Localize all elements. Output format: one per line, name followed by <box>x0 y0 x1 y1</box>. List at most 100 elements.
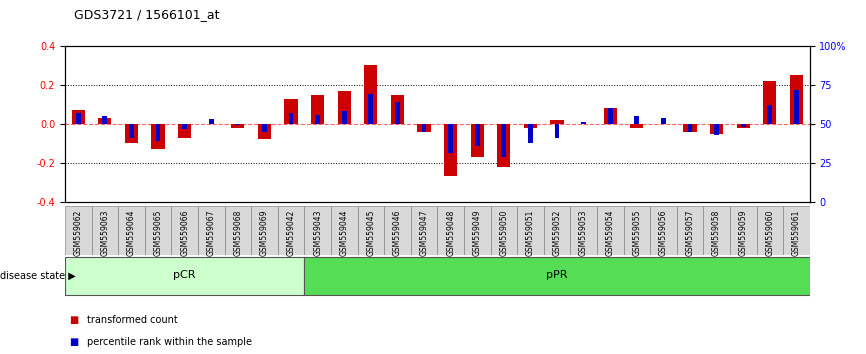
FancyBboxPatch shape <box>92 206 118 255</box>
Text: GSM559063: GSM559063 <box>100 210 109 256</box>
Bar <box>315 115 320 124</box>
Text: GSM559069: GSM559069 <box>260 210 269 256</box>
FancyBboxPatch shape <box>145 206 171 255</box>
Text: GSM559043: GSM559043 <box>313 210 322 256</box>
FancyBboxPatch shape <box>730 206 757 255</box>
Bar <box>737 124 750 128</box>
Text: GSM559061: GSM559061 <box>792 210 801 256</box>
Text: ■: ■ <box>69 315 79 325</box>
Bar <box>740 124 746 127</box>
FancyBboxPatch shape <box>624 206 650 255</box>
Bar <box>338 91 351 124</box>
Text: GSM559042: GSM559042 <box>287 210 295 256</box>
Bar <box>284 98 298 124</box>
Bar <box>475 124 480 146</box>
FancyBboxPatch shape <box>464 206 490 255</box>
Text: ■: ■ <box>69 337 79 347</box>
Text: GSM559046: GSM559046 <box>393 210 402 256</box>
Bar <box>311 95 324 124</box>
Bar <box>501 124 507 156</box>
Bar <box>178 124 191 137</box>
FancyBboxPatch shape <box>331 206 358 255</box>
FancyBboxPatch shape <box>304 206 331 255</box>
Bar <box>182 124 187 129</box>
Bar <box>231 124 244 128</box>
Bar <box>125 124 138 143</box>
FancyBboxPatch shape <box>676 206 703 255</box>
Bar <box>288 113 294 124</box>
Bar <box>395 102 400 124</box>
FancyBboxPatch shape <box>410 206 437 255</box>
Bar <box>444 124 457 176</box>
FancyBboxPatch shape <box>358 206 385 255</box>
Bar <box>661 118 666 124</box>
FancyBboxPatch shape <box>65 206 92 255</box>
Bar <box>554 124 559 138</box>
Text: GSM559049: GSM559049 <box>473 210 481 256</box>
FancyBboxPatch shape <box>571 206 597 255</box>
FancyBboxPatch shape <box>65 257 304 295</box>
Text: GSM559053: GSM559053 <box>579 210 588 256</box>
Bar <box>688 124 693 132</box>
Text: percentile rank within the sample: percentile rank within the sample <box>87 337 252 347</box>
Text: GSM559052: GSM559052 <box>553 210 561 256</box>
Bar <box>152 124 165 149</box>
Bar <box>262 124 267 132</box>
Text: pPR: pPR <box>546 270 568 280</box>
Bar <box>551 120 564 124</box>
Text: GSM559050: GSM559050 <box>500 210 508 256</box>
Bar <box>391 95 404 124</box>
Text: GSM559055: GSM559055 <box>632 210 642 256</box>
Text: GSM559047: GSM559047 <box>419 210 429 256</box>
Text: GSM559056: GSM559056 <box>659 210 668 256</box>
Bar <box>630 124 643 128</box>
Bar <box>763 81 777 124</box>
Bar <box>76 113 81 124</box>
Bar <box>209 119 214 124</box>
FancyBboxPatch shape <box>597 206 624 255</box>
FancyBboxPatch shape <box>490 206 517 255</box>
Bar <box>422 124 426 132</box>
Bar <box>102 116 107 124</box>
Bar <box>417 124 430 132</box>
FancyBboxPatch shape <box>385 206 410 255</box>
FancyBboxPatch shape <box>783 206 810 255</box>
Bar <box>794 90 798 124</box>
Text: GSM559067: GSM559067 <box>207 210 216 256</box>
Bar <box>608 108 612 124</box>
FancyBboxPatch shape <box>198 206 224 255</box>
Text: GSM559065: GSM559065 <box>153 210 163 256</box>
Bar <box>581 122 586 124</box>
FancyBboxPatch shape <box>278 206 304 255</box>
FancyBboxPatch shape <box>757 206 783 255</box>
Bar <box>236 124 240 125</box>
Text: pCR: pCR <box>173 270 196 280</box>
Text: GSM559060: GSM559060 <box>766 210 774 256</box>
Text: GSM559064: GSM559064 <box>127 210 136 256</box>
Bar <box>524 124 537 128</box>
Text: GSM559054: GSM559054 <box>605 210 615 256</box>
Bar <box>72 110 85 124</box>
FancyBboxPatch shape <box>251 206 278 255</box>
Text: transformed count: transformed count <box>87 315 178 325</box>
Bar <box>449 124 453 154</box>
FancyBboxPatch shape <box>171 206 198 255</box>
Text: GSM559045: GSM559045 <box>366 210 375 256</box>
FancyBboxPatch shape <box>437 206 464 255</box>
Bar <box>129 124 134 138</box>
Text: GSM559066: GSM559066 <box>180 210 189 256</box>
Text: GSM559057: GSM559057 <box>686 210 695 256</box>
Text: GSM559044: GSM559044 <box>339 210 349 256</box>
FancyBboxPatch shape <box>224 206 251 255</box>
Text: GSM559058: GSM559058 <box>712 210 721 256</box>
Bar <box>604 108 617 124</box>
FancyBboxPatch shape <box>304 257 810 295</box>
Text: GSM559068: GSM559068 <box>233 210 242 256</box>
Bar <box>497 124 510 167</box>
FancyBboxPatch shape <box>517 206 544 255</box>
Bar <box>156 124 160 141</box>
Bar <box>365 65 378 124</box>
Bar <box>710 124 723 133</box>
FancyBboxPatch shape <box>650 206 676 255</box>
Bar <box>342 112 346 124</box>
